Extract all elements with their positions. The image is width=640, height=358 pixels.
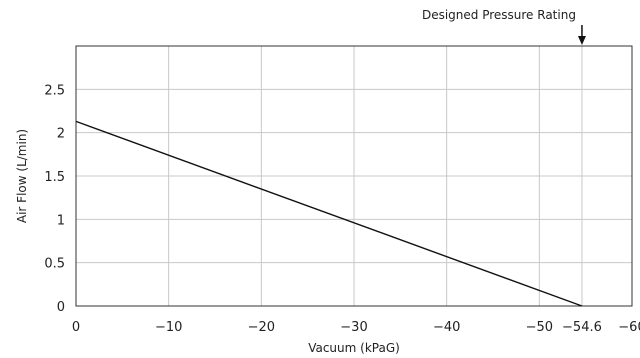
grid-lines bbox=[76, 46, 632, 306]
series-group bbox=[75, 120, 583, 307]
y-tick-label: 2 bbox=[57, 127, 65, 142]
x-tick-label: −10 bbox=[155, 320, 182, 335]
y-tick-labels: 0 0.5 1 1.5 2 2.5 bbox=[44, 83, 65, 315]
x-tick-label: −30 bbox=[340, 320, 367, 335]
x-tick-label: −60 bbox=[618, 320, 640, 335]
x-tick-label: −54.6 bbox=[562, 320, 602, 335]
x-tick-label: −20 bbox=[248, 320, 275, 335]
y-tick-label: 1.5 bbox=[44, 170, 65, 185]
y-tick-label: 0.5 bbox=[44, 257, 65, 272]
x-axis-label: Vacuum (kPaG) bbox=[308, 341, 400, 355]
x-tick-labels: 0 −10 −20 −30 −40 −50 −54.6 −60 bbox=[72, 320, 640, 335]
y-axis-label: Air Flow (L/min) bbox=[15, 129, 29, 223]
plot-frame bbox=[75, 45, 633, 307]
x-tick-label: −50 bbox=[526, 320, 553, 335]
designed-pressure-rating-annotation: Designed Pressure Rating bbox=[422, 8, 576, 22]
y-tick-label: 0 bbox=[57, 300, 65, 315]
y-tick-label: 1 bbox=[57, 213, 65, 228]
x-tick-label: −40 bbox=[433, 320, 460, 335]
designed-pressure-rating-arrow bbox=[577, 25, 586, 45]
air-flow-series-line bbox=[75, 120, 583, 307]
arrow-head bbox=[577, 36, 586, 45]
y-tick-label: 2.5 bbox=[44, 83, 65, 98]
x-tick-label: 0 bbox=[72, 320, 80, 335]
